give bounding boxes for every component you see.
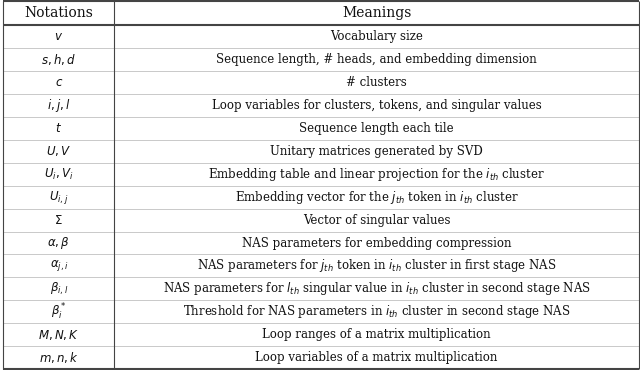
Text: NAS parameters for $j_{th}$ token in $i_{th}$ cluster in first stage NAS: NAS parameters for $j_{th}$ token in $i_… <box>196 258 556 275</box>
Text: Embedding table and linear projection for the $i_{th}$ cluster: Embedding table and linear projection fo… <box>208 166 545 183</box>
Text: $U, V$: $U, V$ <box>46 144 72 158</box>
Text: $i, j, l$: $i, j, l$ <box>47 97 70 114</box>
Text: NAS parameters for $l_{th}$ singular value in $i_{th}$ cluster in second stage N: NAS parameters for $l_{th}$ singular val… <box>163 280 591 297</box>
Text: Loop ranges of a matrix multiplication: Loop ranges of a matrix multiplication <box>262 328 491 342</box>
Text: Vocabulary size: Vocabulary size <box>330 30 423 43</box>
Text: $\alpha, \beta$: $\alpha, \beta$ <box>47 235 70 251</box>
Text: $t$: $t$ <box>55 122 62 135</box>
Text: Vector of singular values: Vector of singular values <box>303 213 451 226</box>
Text: Threshold for NAS parameters in $i_{th}$ cluster in second stage NAS: Threshold for NAS parameters in $i_{th}$… <box>183 303 570 320</box>
Text: Loop variables for clusters, tokens, and singular values: Loop variables for clusters, tokens, and… <box>212 99 541 112</box>
Text: Notations: Notations <box>24 6 93 20</box>
Text: $s, h, d$: $s, h, d$ <box>41 52 76 67</box>
Text: Sequence length each tile: Sequence length each tile <box>300 122 454 135</box>
Text: $v$: $v$ <box>54 30 63 43</box>
Text: Unitary matrices generated by SVD: Unitary matrices generated by SVD <box>270 145 483 158</box>
Text: $c$: $c$ <box>54 76 63 89</box>
Text: $\alpha_{j,i}$: $\alpha_{j,i}$ <box>49 259 68 273</box>
Text: NAS parameters for embedding compression: NAS parameters for embedding compression <box>242 236 511 249</box>
Text: $M, N, K$: $M, N, K$ <box>38 328 79 342</box>
Text: Meanings: Meanings <box>342 6 412 20</box>
Text: Sequence length, # heads, and embedding dimension: Sequence length, # heads, and embedding … <box>216 53 537 66</box>
Text: $\beta_{i,l}$: $\beta_{i,l}$ <box>50 281 68 297</box>
Text: $U_{i,j}$: $U_{i,j}$ <box>49 189 68 206</box>
Text: # clusters: # clusters <box>346 76 407 89</box>
Text: Loop variables of a matrix multiplication: Loop variables of a matrix multiplicatio… <box>255 351 498 364</box>
Text: $\beta^*_i$: $\beta^*_i$ <box>51 302 67 322</box>
Text: $U_i, V_i$: $U_i, V_i$ <box>44 166 74 182</box>
Text: Embedding vector for the $j_{th}$ token in $i_{th}$ cluster: Embedding vector for the $j_{th}$ token … <box>235 189 518 206</box>
Text: $m, n, k$: $m, n, k$ <box>39 350 79 365</box>
Text: $\Sigma$: $\Sigma$ <box>54 213 63 226</box>
